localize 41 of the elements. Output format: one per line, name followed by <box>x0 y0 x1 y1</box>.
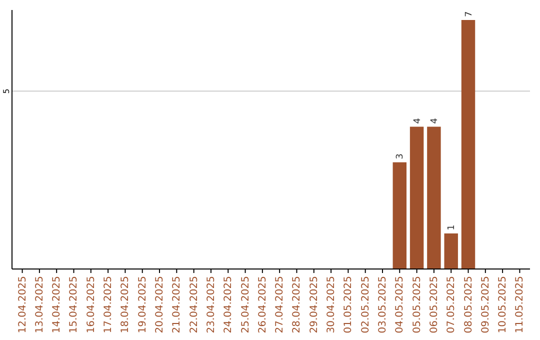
x-tick-label: 13.04.2025 <box>34 276 46 334</box>
x-tick-label: 07.05.2025 <box>446 276 458 334</box>
x-tick-label: 30.04.2025 <box>326 276 338 334</box>
x-tick-label: 08.05.2025 <box>463 276 474 334</box>
x-tick-label: 24.04.2025 <box>223 276 234 334</box>
x-tick-label: 12.04.2025 <box>17 276 28 334</box>
data-label: 7 <box>464 11 474 17</box>
x-tick-label: 14.04.2025 <box>52 276 63 334</box>
data-label: 4 <box>412 118 423 124</box>
x-tick-label: 25.04.2025 <box>240 276 252 334</box>
x-tick-label: 04.05.2025 <box>394 276 406 334</box>
bar <box>427 126 441 269</box>
bar <box>410 126 424 269</box>
data-label: 4 <box>430 118 440 124</box>
x-tick-label: 03.05.2025 <box>377 276 388 334</box>
x-tick-label: 05.05.2025 <box>412 276 423 334</box>
bar <box>392 162 407 269</box>
x-tick-label: 28.04.2025 <box>292 276 303 334</box>
data-label: 3 <box>396 154 406 160</box>
x-tick-label: 10.05.2025 <box>498 276 509 334</box>
x-tick-label: 06.05.2025 <box>428 276 440 334</box>
x-tick-label: 21.04.2025 <box>172 276 183 334</box>
bar <box>444 233 458 269</box>
x-tick-label: 22.04.2025 <box>188 276 200 334</box>
x-tick-label: 19.04.2025 <box>137 276 148 334</box>
x-tick-label: 15.04.2025 <box>68 276 80 334</box>
x-tick-label: 26.04.2025 <box>257 276 268 334</box>
x-tick-label: 20.04.2025 <box>154 276 166 334</box>
x-tick-label: 11.05.2025 <box>514 276 526 334</box>
data-label: 1 <box>447 224 458 230</box>
x-tick-label: 29.04.2025 <box>308 276 320 334</box>
x-tick-label: 01.05.2025 <box>343 276 354 334</box>
x-tick-label: 09.05.2025 <box>480 276 492 334</box>
x-tick-label: 18.04.2025 <box>120 276 132 334</box>
bar <box>461 20 476 269</box>
y-tick-label: 5 <box>2 88 11 94</box>
x-tick-label: 16.04.2025 <box>86 276 97 334</box>
x-tick-label: 02.05.2025 <box>360 276 372 334</box>
x-tick-label: 23.04.2025 <box>206 276 217 334</box>
x-tick-label: 17.04.2025 <box>103 276 114 334</box>
x-tick-label: 27.04.2025 <box>274 276 286 334</box>
